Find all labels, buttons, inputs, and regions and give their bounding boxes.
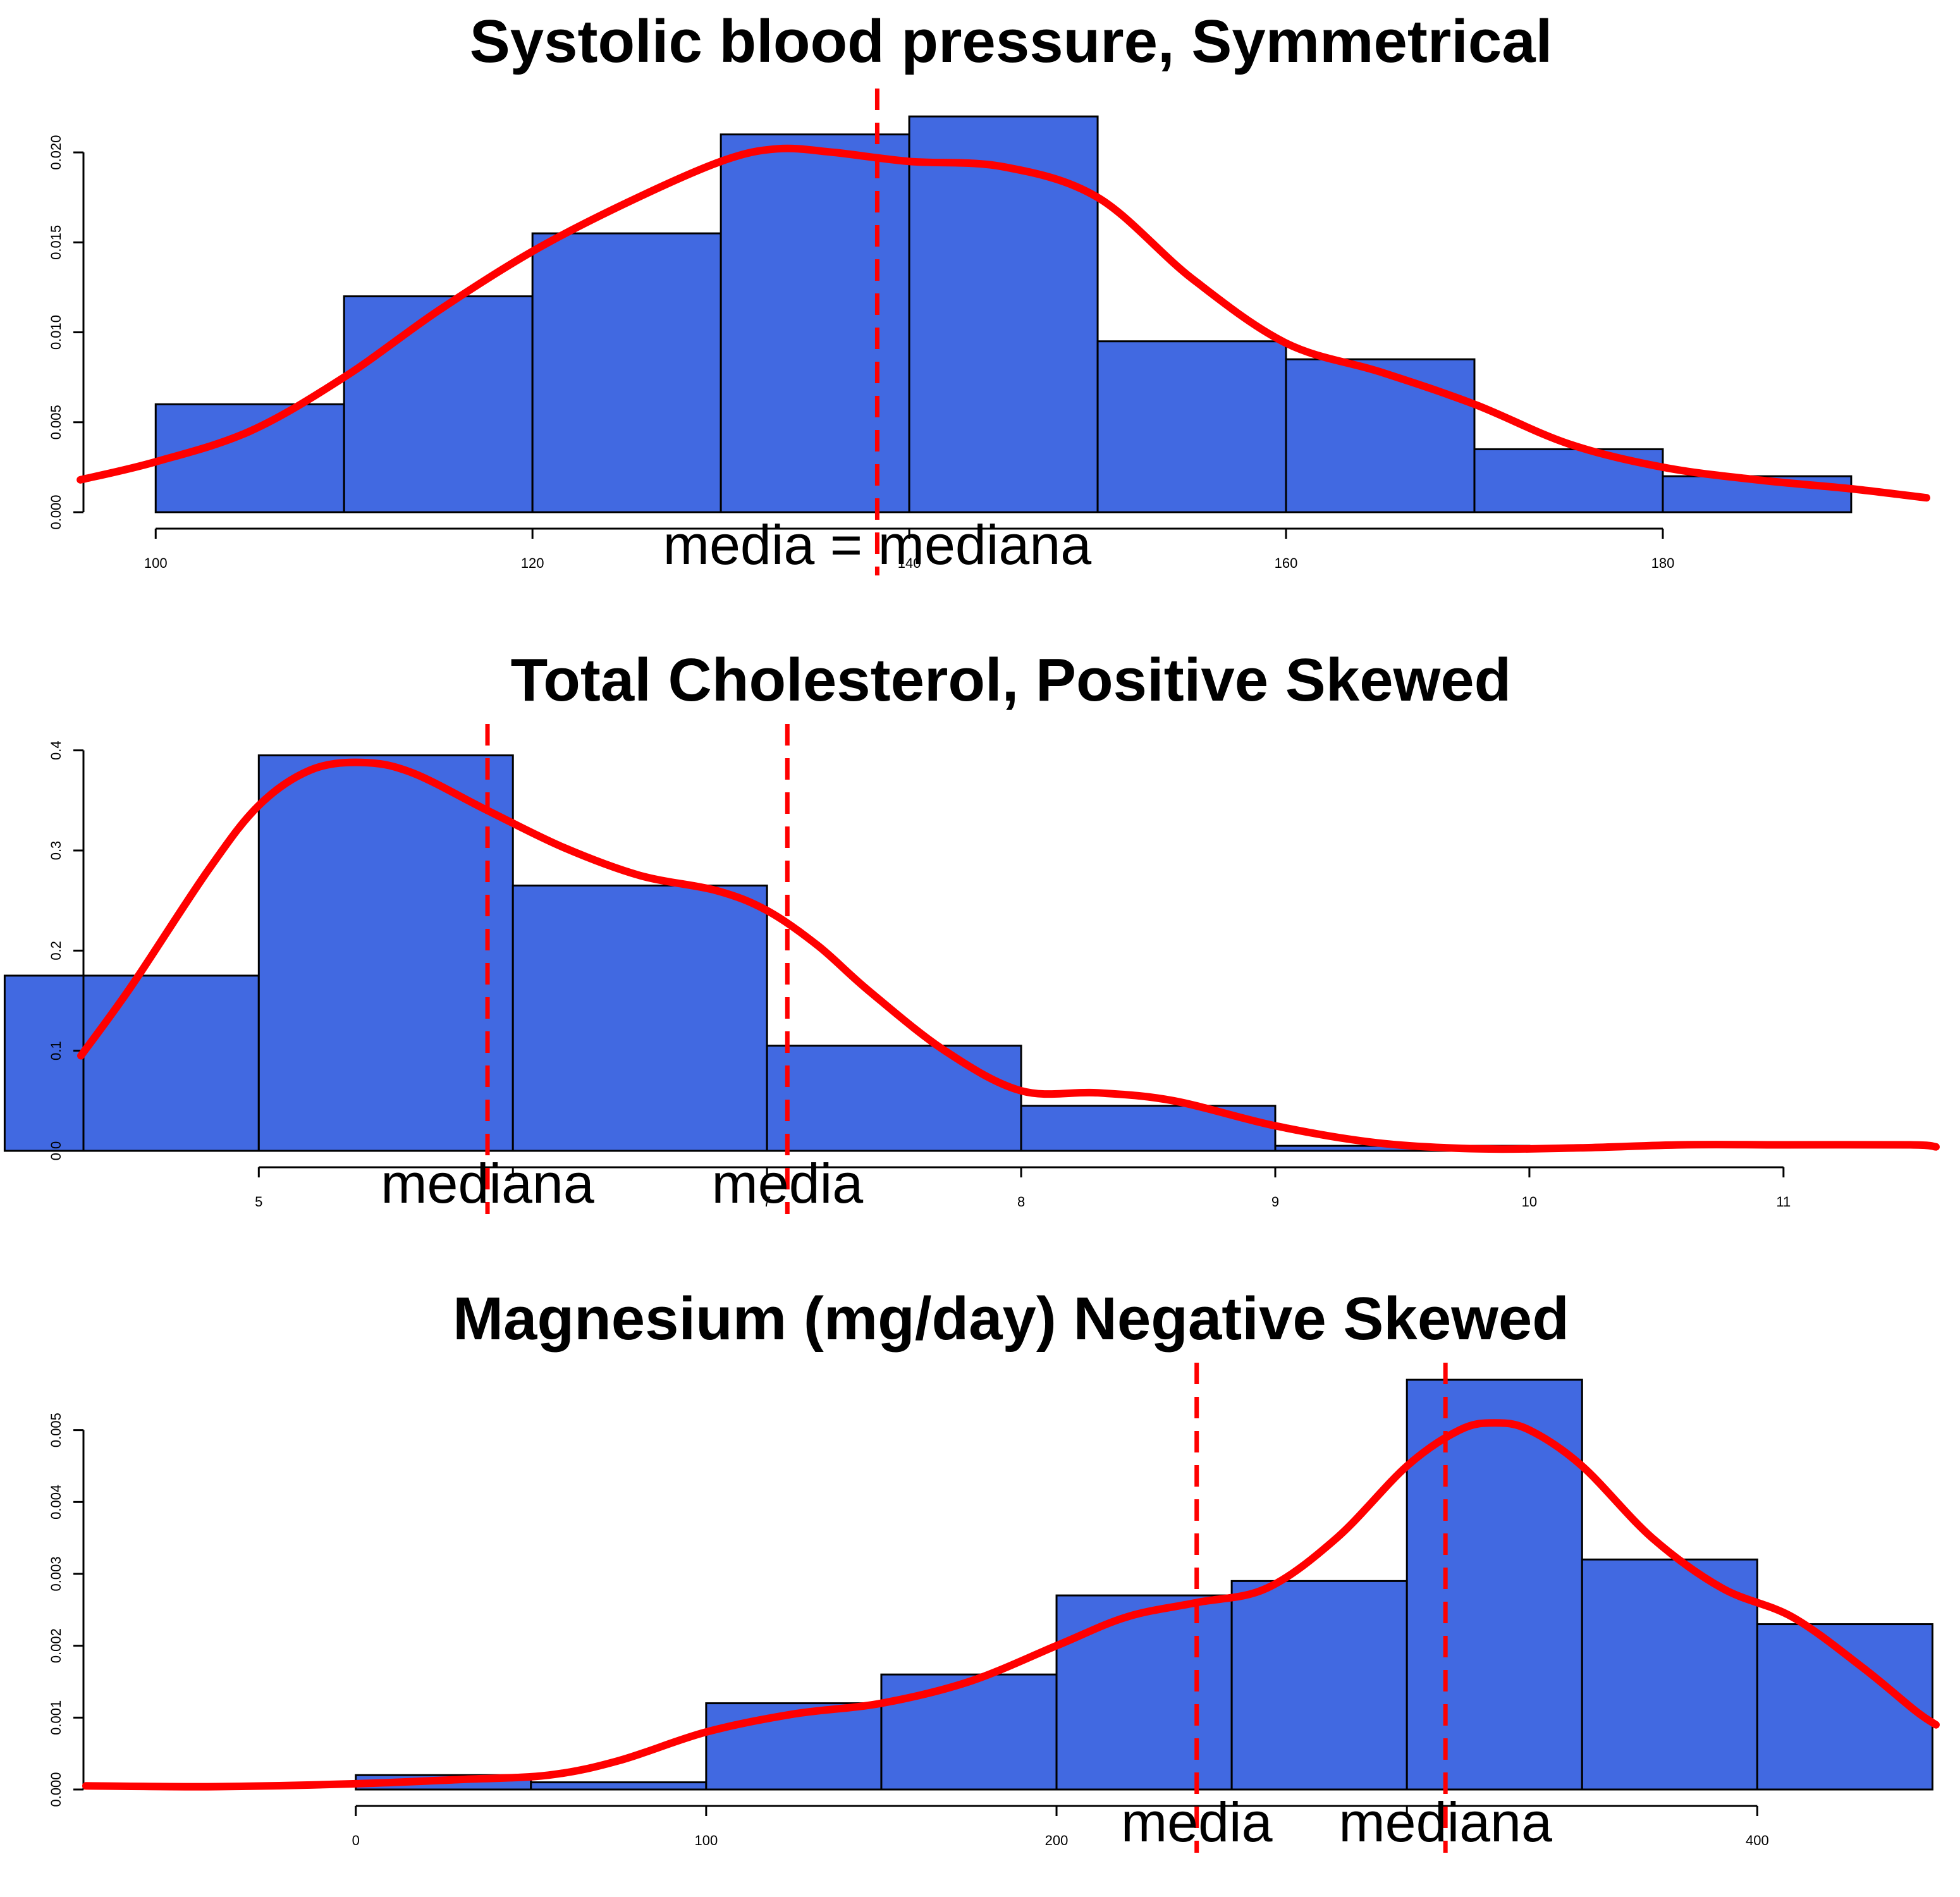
- x-tick-label: 7: [763, 1194, 771, 1210]
- y-tick-label: 0.002: [48, 1628, 64, 1663]
- histogram-bar: [343, 295, 534, 513]
- histogram-bar: [908, 115, 1099, 513]
- annotation-label: mediana: [1338, 1791, 1552, 1853]
- histogram-bar: [1230, 1580, 1408, 1791]
- chart-panel-2: Total Cholesterol, Positive Skewed 0.0 0.1…: [3, 646, 1940, 1215]
- density-curve: [77, 758, 1940, 1153]
- y-tick-label: 0.000: [48, 1772, 64, 1807]
- histogram-bar: [1285, 358, 1476, 513]
- chart-panel-3: Magnesium (mg/day) Negative Skewed 0.000 0…: [48, 1285, 1940, 1853]
- x-tick-label: 400: [1746, 1833, 1769, 1848]
- chart-title: Magnesium (mg/day) Negative Skewed: [453, 1285, 1569, 1353]
- x-tick-label: 0: [352, 1833, 360, 1848]
- y-tick-label: 0.001: [48, 1700, 64, 1735]
- y-tick-label: 0.000: [48, 494, 64, 529]
- annotation-label: media = mediana: [663, 513, 1092, 576]
- y-tick-label: 0.005: [48, 1413, 64, 1447]
- x-tick-label: 120: [521, 555, 544, 571]
- y-tick-label: 0.3: [48, 841, 64, 861]
- y-tick-label: 0.2: [48, 941, 64, 961]
- histogram-bar: [720, 133, 910, 513]
- chart-title: Systolic blood pressure, Symmetrical: [470, 8, 1553, 75]
- y-tick-label: 0.005: [48, 405, 64, 439]
- x-tick-label: 160: [1275, 555, 1298, 571]
- y-tick-label: 0.020: [48, 135, 64, 170]
- y-tick-label: 0.010: [48, 315, 64, 350]
- x-tick-label: 9: [1271, 1194, 1279, 1210]
- x-tick-label: 200: [1045, 1833, 1069, 1848]
- histogram-bar: [880, 1673, 1058, 1791]
- histogram-bar: [1020, 1105, 1277, 1152]
- y-tick-label: 0.015: [48, 225, 64, 260]
- annotation-label: media: [1121, 1791, 1273, 1853]
- annotation-label: media: [711, 1152, 863, 1215]
- y-tick-label: 0.0: [48, 1141, 64, 1161]
- x-tick-label: 5: [255, 1194, 262, 1210]
- x-tick-label: 11: [1776, 1194, 1791, 1210]
- annotation-label: mediana: [381, 1152, 594, 1215]
- x-tick-label: 100: [695, 1833, 718, 1848]
- x-tick-label: 140: [898, 555, 921, 571]
- chart-panel-1: Systolic blood pressure, Symmetrical 0.00…: [48, 8, 1931, 576]
- y-tick-label: 0.004: [48, 1485, 64, 1519]
- y-tick-label: 0.1: [48, 1041, 64, 1060]
- histogram-bar: [154, 403, 345, 513]
- density-curve: [82, 1419, 1940, 1791]
- histogram-bar: [511, 884, 768, 1152]
- histogram-bar: [530, 1781, 707, 1791]
- density-curve: [77, 144, 1931, 502]
- histogram-bar: [3, 974, 260, 1152]
- x-tick-label: 8: [1017, 1194, 1025, 1210]
- y-tick-label: 0.4: [48, 740, 64, 760]
- x-tick-label: 10: [1522, 1194, 1537, 1210]
- histogram-bar: [531, 232, 722, 513]
- x-tick-label: 180: [1651, 555, 1675, 571]
- histogram-bar: [766, 1045, 1022, 1152]
- histogram-bar: [257, 754, 514, 1152]
- x-tick-label: 100: [144, 555, 168, 571]
- y-tick-label: 0.003: [48, 1556, 64, 1591]
- chart-title: Total Cholesterol, Positive Skewed: [511, 646, 1512, 714]
- histogram-bar: [1096, 340, 1287, 513]
- histogram-bar: [1055, 1594, 1233, 1791]
